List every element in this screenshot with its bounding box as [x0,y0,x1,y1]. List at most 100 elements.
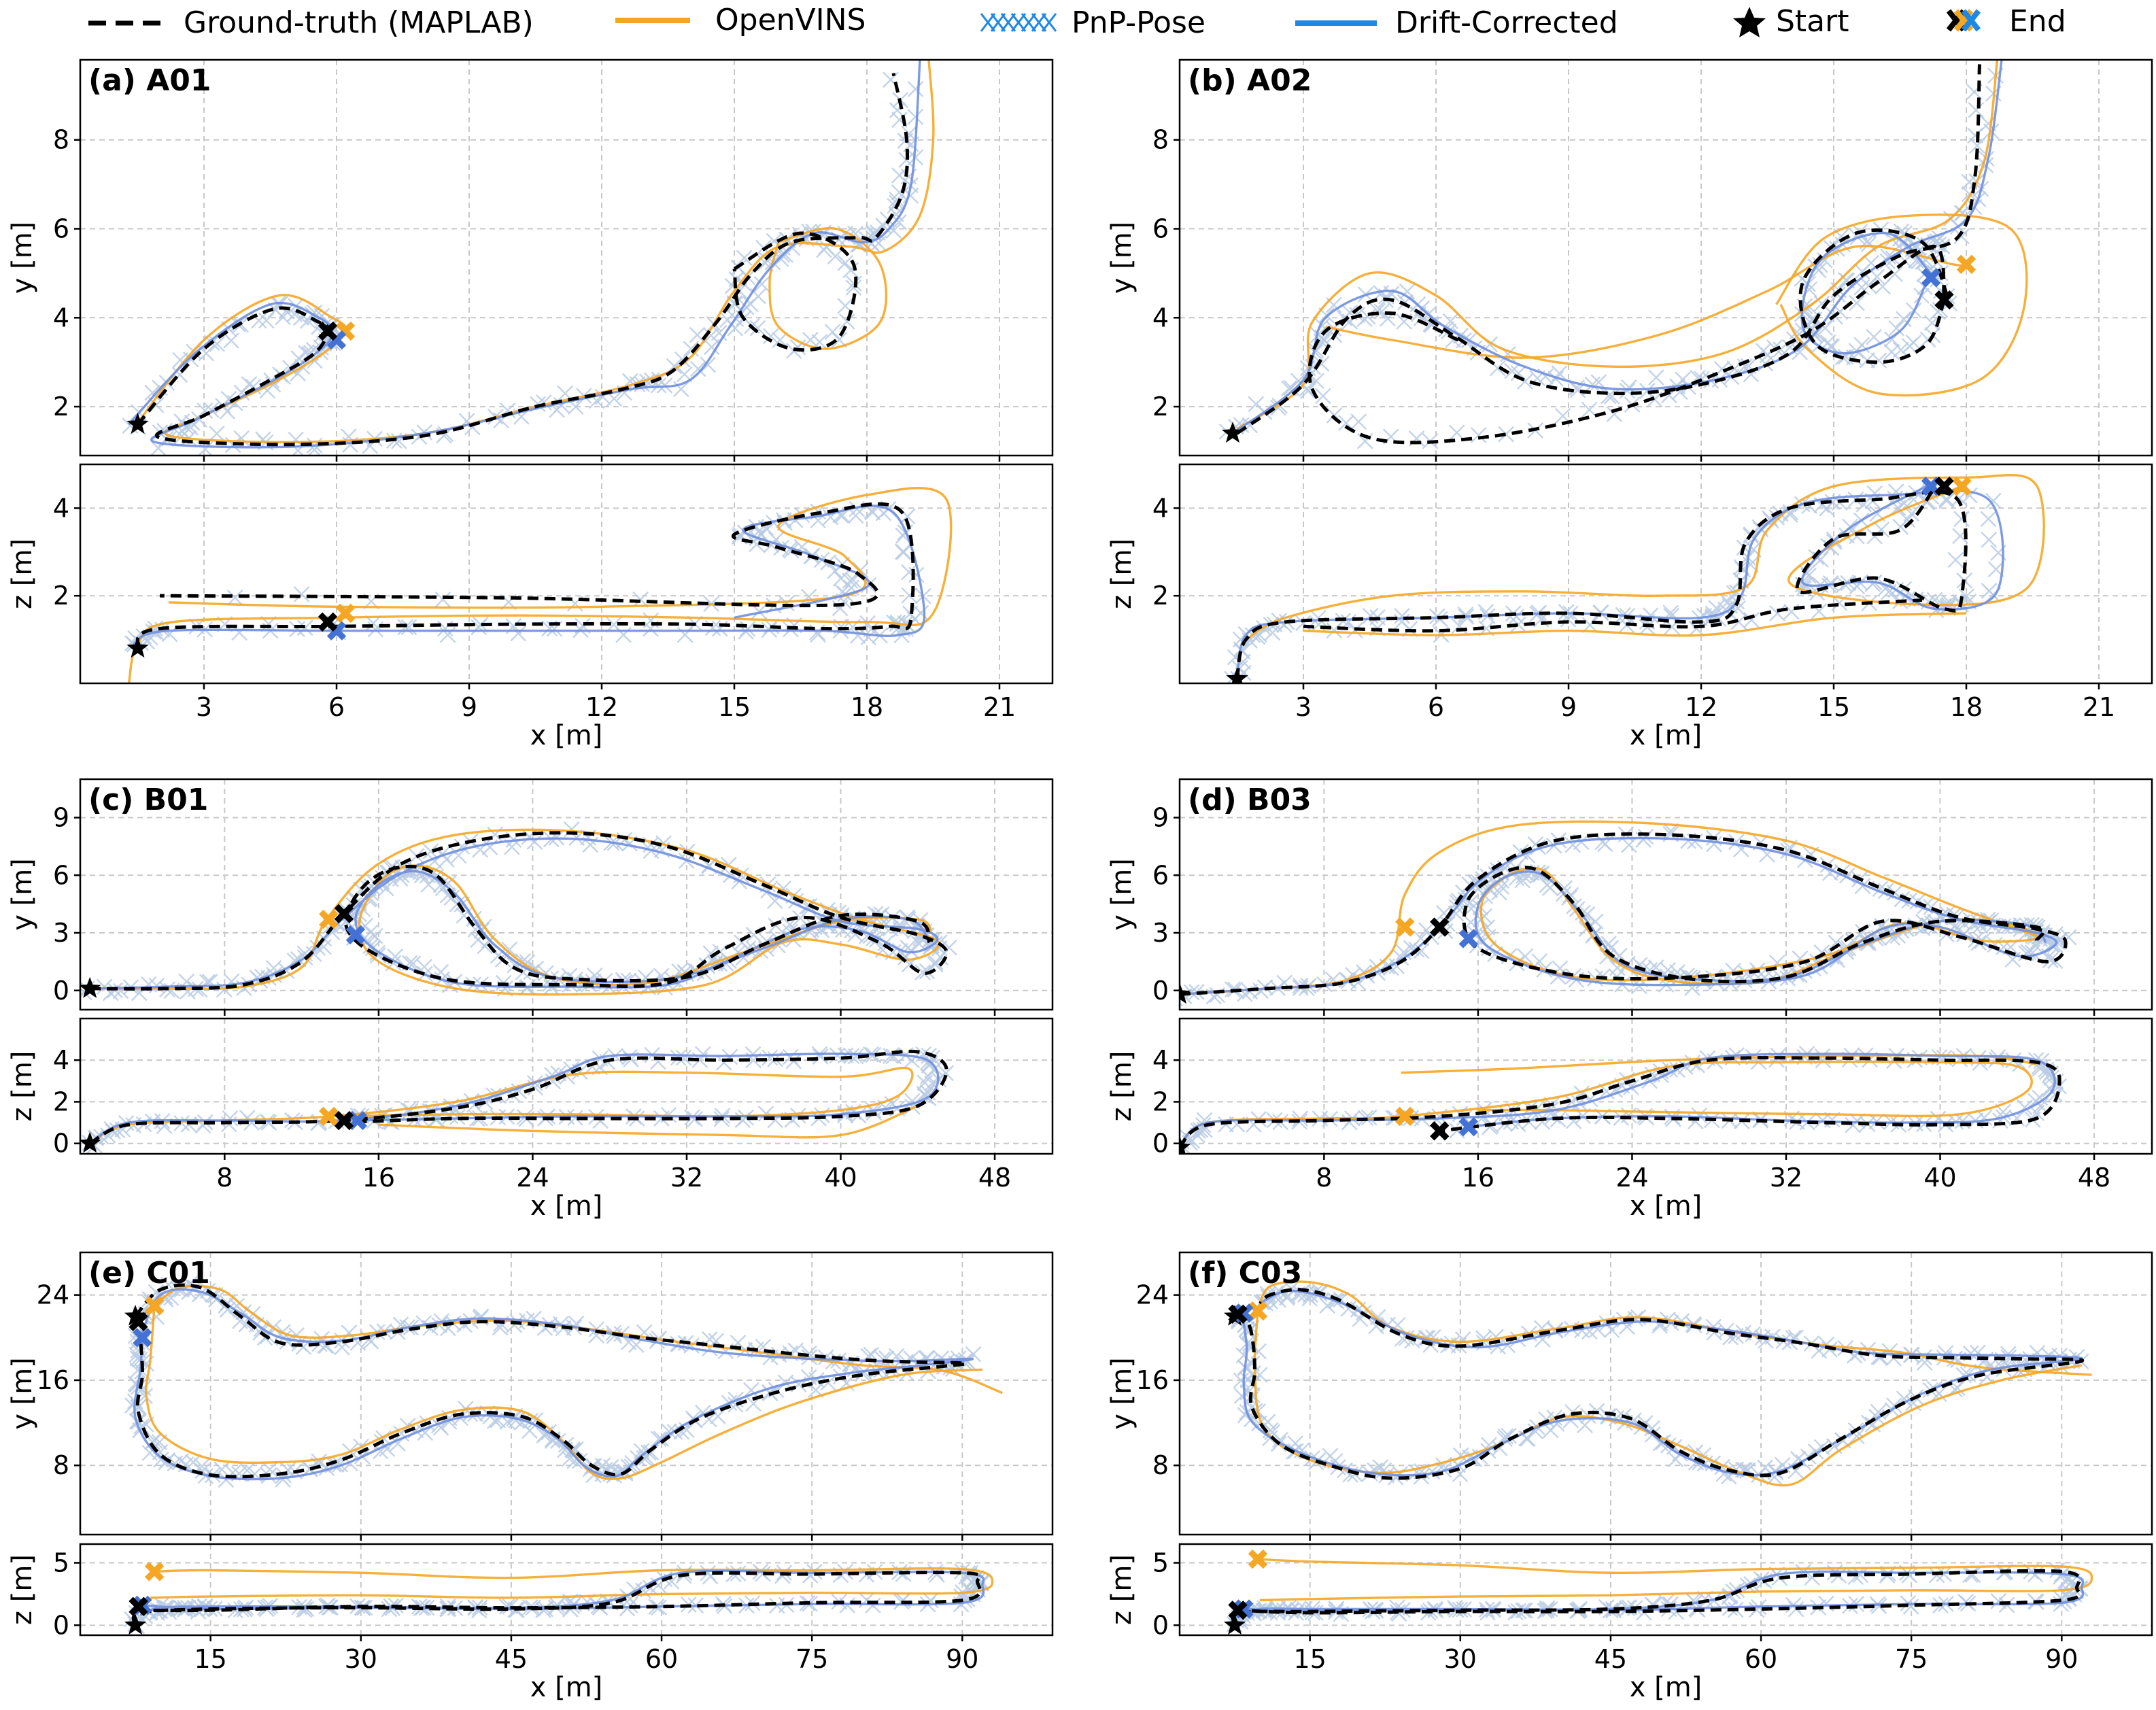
panel-2-xz-x-tick-label: 18 [1950,692,1983,722]
panel-2-xz-pnp-pose-cross [1743,612,1760,628]
panel-1-xz-x-tick-label: 9 [461,692,477,722]
panel-4-title: (d) B03 [1188,783,1312,817]
panel-2-xz-pnp-pose-cross [1938,492,1955,509]
panel-1-xz-start-star-icon [126,636,149,658]
panel-2-xy-pnp-pose-cross [1883,343,1900,360]
panel-3-xz-pnp-pose-cross [173,1115,190,1131]
panel-5-xz-y-tick-label: 0 [53,1610,69,1640]
panel-3-xy-pnp-pose-cross [702,945,719,961]
panel-3-xy-y-tick-label: 6 [53,860,69,890]
panel-4-xz-pnp-pose-cross [1509,1116,1526,1133]
panel-2-xz-pnp-pose-cross [1881,583,1897,600]
panel-5-xy-pnp-pose-cross [218,1471,235,1488]
panel-1-xy-pnp-pose-cross [209,425,225,442]
panel-2-xz-pnp-pose-cross [1592,604,1609,621]
panel-1-xy-pnp-pose-cross [672,381,689,398]
panel-2-xy-pnp-pose-cross [1369,303,1386,320]
panel-5-xy-pnp-pose-cross [801,1349,818,1365]
panel-2-xz-pnp-pose-cross [1981,531,1998,548]
panel-4-xz-x-tick-label: 16 [1462,1163,1494,1193]
panel-1-xy-pnp-pose-cross [837,254,854,271]
panel-3-xy-pnp-pose-cross [370,947,386,963]
panel-3-xz-pnp-pose-cross [847,1048,864,1065]
panel-3-xy-frame [79,778,1054,1011]
panel-5-xz-pnp-pose-cross [498,1598,515,1615]
panel-2-xz-gt-trajectory [1303,598,1923,633]
panel-6-xy-pnp-pose-cross [2000,1349,2017,1366]
panel-3-xy-pnp-pose-cross [919,963,936,980]
panel-1-xy-y-tick-label: 4 [53,303,69,332]
panel-5-xy-pnp-pose-cross [878,1350,895,1367]
panel-3-xz-plot-background [80,1019,1053,1154]
panel-2-xy-pnp-pose-cross [1849,294,1865,311]
panel-1-xy-pnp-pose-cross [898,152,914,169]
panel-4-xz-x-tick-label: 32 [1770,1163,1802,1193]
panel-5-xz-x-tick-label: 90 [946,1644,978,1674]
panel-1-xz-x-tick-label: 18 [851,692,883,722]
panel-1-xy-pnp-pose-cross [762,328,779,345]
panel-1-title: (a) A01 [88,63,211,98]
panel-1-xz-gt-trajectory [135,502,915,650]
panel-5-xz-pnp-pose-cross [839,1597,856,1613]
panel-6-xy-pnp-pose-cross [1563,1320,1580,1337]
panel-1-xz-pnp-pose-cross [434,592,451,608]
panel-6-xz-x-tick-label: 30 [1444,1644,1477,1674]
panel-5-xz-start-star-icon [124,1613,147,1635]
panel-4-xy-pnp-pose-cross [1242,983,1259,1000]
panel-1-xy-gt-trajectory [732,231,858,352]
panel-6-xz-pnp-pose-cross [1936,1566,1952,1582]
panel-3-xz-ground-truth-end-marker [334,1110,354,1131]
panel-4-xy-y-tick-label: 9 [1152,803,1169,833]
panel-2-xz-pnp-pose-cross [1704,609,1721,626]
panel-5-xy-pnp-pose-cross [670,1335,686,1352]
panel-2-xz-pnp-pose-cross [1428,608,1445,625]
panel-3-xz-pnp-pose-cross [812,1048,829,1065]
panel-3-title: (c) B01 [88,783,208,817]
panel-6-xy-pnp-pose-cross [1705,1318,1722,1335]
panel-5-xy-pnp-pose-cross [649,1333,666,1350]
panel-5-xy-pnp-pose-cross [192,1286,208,1303]
panel-3-xz-start-star-icon [80,1131,101,1153]
panel-1-xy-frame [79,58,1054,457]
panel-6-xz-gt-trajectory [1231,1569,2082,1626]
panel-1-xz-plot-background [80,464,1053,683]
panel-6-xy-pnp-pose-cross [1452,1447,1469,1464]
panel-6-x-axis-label: x [m] [1630,1672,1702,1703]
panel-1-xy-pnp-pose-cross [683,341,700,357]
panel-4-xy-ground-truth-end-marker [1430,917,1450,937]
panel-2-xz-pnp-pose-cross [1728,584,1745,601]
panel-5-xz-x-tick-label: 75 [795,1644,828,1674]
panel-6-xz-traces [1223,1549,2093,1635]
panel-2-xy-gt-trajectory [1236,64,1981,435]
panel-6-xz-x-tick-label: 45 [1594,1644,1627,1674]
panel-2-xy-pnp-pose-cross [1813,295,1830,312]
panel-6-xy-pnp-pose-cross [1547,1322,1564,1339]
panel-3-xz-frame [79,1017,1054,1155]
panel-5-xz-pnp-pose-cross [535,1602,551,1618]
legend-end-label: End [2009,4,2066,39]
panel-4-xy-traces [1180,820,2077,1007]
panel-2-xy-y-axis-label: y [m] [1106,222,1137,294]
panel-2-xy-openvins-end-marker [1956,254,1977,274]
panel-2-xy-pnp-pose-cross [1968,102,1985,118]
panel-2-xz-pnp-pose-cross [1781,507,1798,523]
panel-1-xy-pnp-pose-cross [700,356,717,373]
panel-2-xz-pnp-pose-cross [1947,551,1964,568]
panel-5-xy-ground-truth-end-marker [129,1312,148,1331]
panel-6-xy-pnp-pose-cross [1497,1428,1514,1445]
panel-5-xy-y-axis-label: y [m] [7,1357,38,1430]
panel-6-xz-ov-trajectory [1257,1558,2093,1602]
panel-1-xy-pnp-pose-cross [907,109,924,125]
panel-6-xz-x-tick-label: 90 [2045,1644,2078,1674]
panel-1-xz-pnp-pose-cross [895,544,912,560]
panel-1-xy-y-axis-label: y [m] [7,222,38,294]
panel-4-xz-y-tick-label: 0 [1152,1129,1169,1159]
panel-5-xy-pnp-pose-cross [800,1369,817,1386]
panel-5-xz-gt-trajectory [131,1571,982,1626]
panel-3-xz-x-tick-label: 32 [670,1163,703,1193]
panel-2-xy-pnp-pose-cross [1766,339,1783,356]
panel-2-xy-y-tick-label: 2 [1152,392,1169,422]
panel-6-xy-pnp-pose-cross [1501,1427,1517,1444]
panel-1-xy-gt-trajectory [136,73,909,447]
panel-1-xz-pnp-pose-cross [400,619,417,636]
